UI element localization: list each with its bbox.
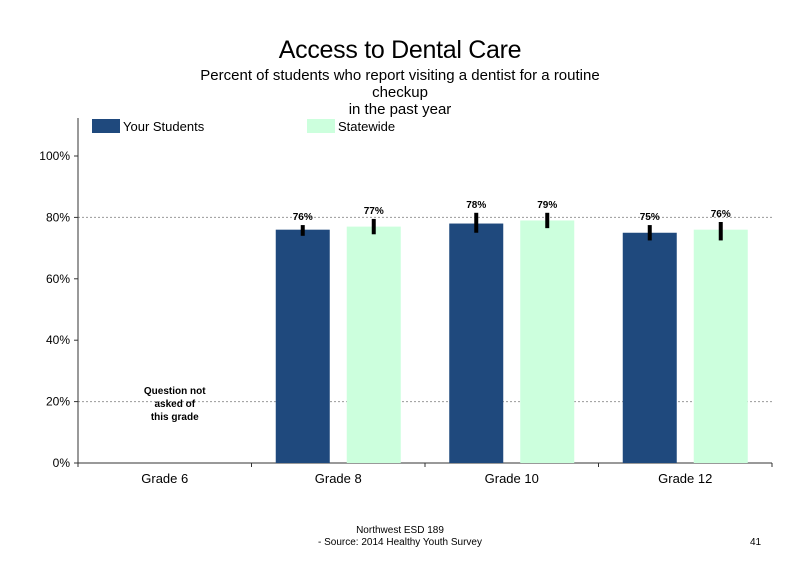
legend-swatch	[307, 119, 335, 133]
bar	[693, 229, 748, 463]
subtitle-line: checkup	[372, 84, 428, 101]
footer-source: - Source: 2014 Healthy Youth Survey	[318, 537, 482, 548]
chart-title: Access to Dental Care	[278, 36, 522, 64]
legend-label: Statewide	[338, 119, 395, 134]
footer: Northwest ESD 189 - Source: 2014 Healthy…	[0, 525, 800, 549]
grade-note: Question not	[144, 386, 206, 397]
data-label: 77%	[364, 206, 384, 217]
data-label: 79%	[537, 200, 557, 211]
y-tick-label: 60%	[46, 272, 70, 286]
x-tick-label: Grade 6	[141, 471, 188, 486]
bar	[622, 232, 677, 463]
data-label: 76%	[711, 209, 731, 220]
y-tick-label: 100%	[39, 149, 70, 163]
y-tick-label: 40%	[46, 333, 70, 347]
x-tick-label: Grade 8	[315, 471, 362, 486]
y-tick-label: 80%	[46, 210, 70, 224]
x-tick-label: Grade 12	[658, 471, 712, 486]
bar	[275, 229, 330, 463]
x-tick-label: Grade 10	[485, 471, 539, 486]
legend-label: Your Students	[123, 119, 205, 134]
data-label: 78%	[466, 200, 486, 211]
subtitle-line: Percent of students who report visiting …	[200, 67, 600, 84]
y-tick-label: 0%	[53, 456, 71, 470]
data-label: 76%	[293, 212, 313, 223]
page-number: 41	[750, 537, 762, 548]
footer-org: Northwest ESD 189	[356, 525, 444, 536]
chart-subtitle: Percent of students who report visiting …	[150, 67, 650, 118]
grade-note: this grade	[151, 412, 199, 423]
subtitle-line: in the past year	[348, 101, 452, 118]
bar	[449, 223, 504, 463]
bar	[346, 226, 401, 463]
bar	[520, 220, 575, 463]
data-label: 75%	[640, 212, 660, 223]
legend-swatch	[92, 119, 120, 133]
grade-note: asked of	[154, 399, 195, 410]
y-tick-label: 20%	[46, 395, 70, 409]
